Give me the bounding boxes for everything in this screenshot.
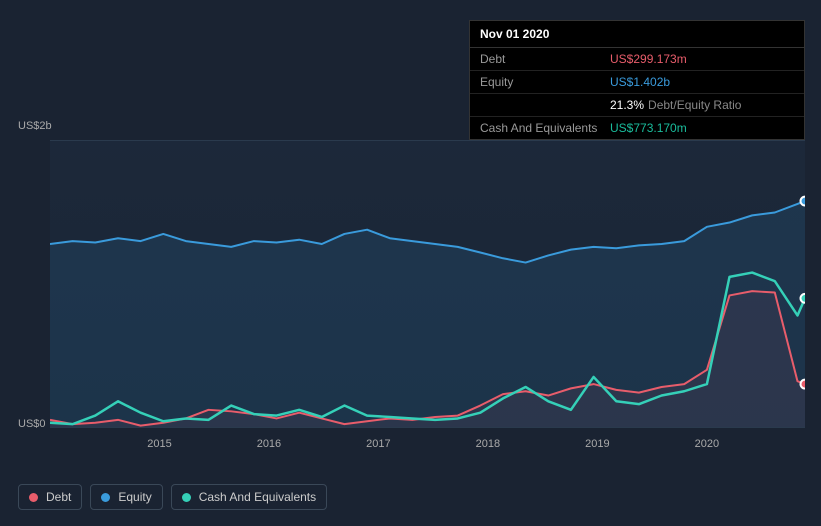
cash-marker	[801, 294, 806, 303]
chart-container: US$2b US$0 2015 2016 2017 2018 2019 2020	[18, 120, 805, 470]
legend-cash[interactable]: Cash And Equivalents	[171, 484, 327, 510]
x-axis-label: 2016	[257, 438, 281, 450]
tooltip-row: 21.3%Debt/Equity Ratio	[470, 94, 804, 117]
debt-marker	[801, 380, 806, 389]
tooltip-row-label	[480, 98, 610, 112]
legend-dot-icon	[182, 493, 191, 502]
y-axis-label: US$0	[18, 418, 46, 430]
x-axis-label: 2019	[585, 438, 609, 450]
x-axis-label: 2020	[695, 438, 719, 450]
tooltip-row-label: Debt	[480, 52, 610, 66]
chart-plot-area[interactable]	[50, 140, 805, 428]
x-axis-label: 2018	[476, 438, 500, 450]
equity-marker	[801, 197, 806, 206]
legend: Debt Equity Cash And Equivalents	[18, 484, 327, 510]
tooltip-row: DebtUS$299.173m	[470, 48, 804, 71]
legend-dot-icon	[29, 493, 38, 502]
chart-svg	[50, 141, 805, 427]
tooltip-row-value: 21.3%Debt/Equity Ratio	[610, 98, 741, 112]
legend-label: Debt	[46, 490, 71, 504]
x-axis-label: 2017	[366, 438, 390, 450]
legend-debt[interactable]: Debt	[18, 484, 82, 510]
tooltip-row-label: Equity	[480, 75, 610, 89]
tooltip-row-value: US$299.173m	[610, 52, 687, 66]
x-axis-label: 2015	[147, 438, 171, 450]
legend-label: Cash And Equivalents	[199, 490, 316, 504]
y-axis-label: US$2b	[18, 120, 52, 132]
legend-dot-icon	[101, 493, 110, 502]
tooltip-row-value: US$1.402b	[610, 75, 670, 89]
legend-label: Equity	[118, 490, 151, 504]
tooltip-row: EquityUS$1.402b	[470, 71, 804, 94]
tooltip-row-sub: Debt/Equity Ratio	[648, 98, 741, 112]
tooltip-date: Nov 01 2020	[470, 21, 804, 48]
legend-equity[interactable]: Equity	[90, 484, 162, 510]
